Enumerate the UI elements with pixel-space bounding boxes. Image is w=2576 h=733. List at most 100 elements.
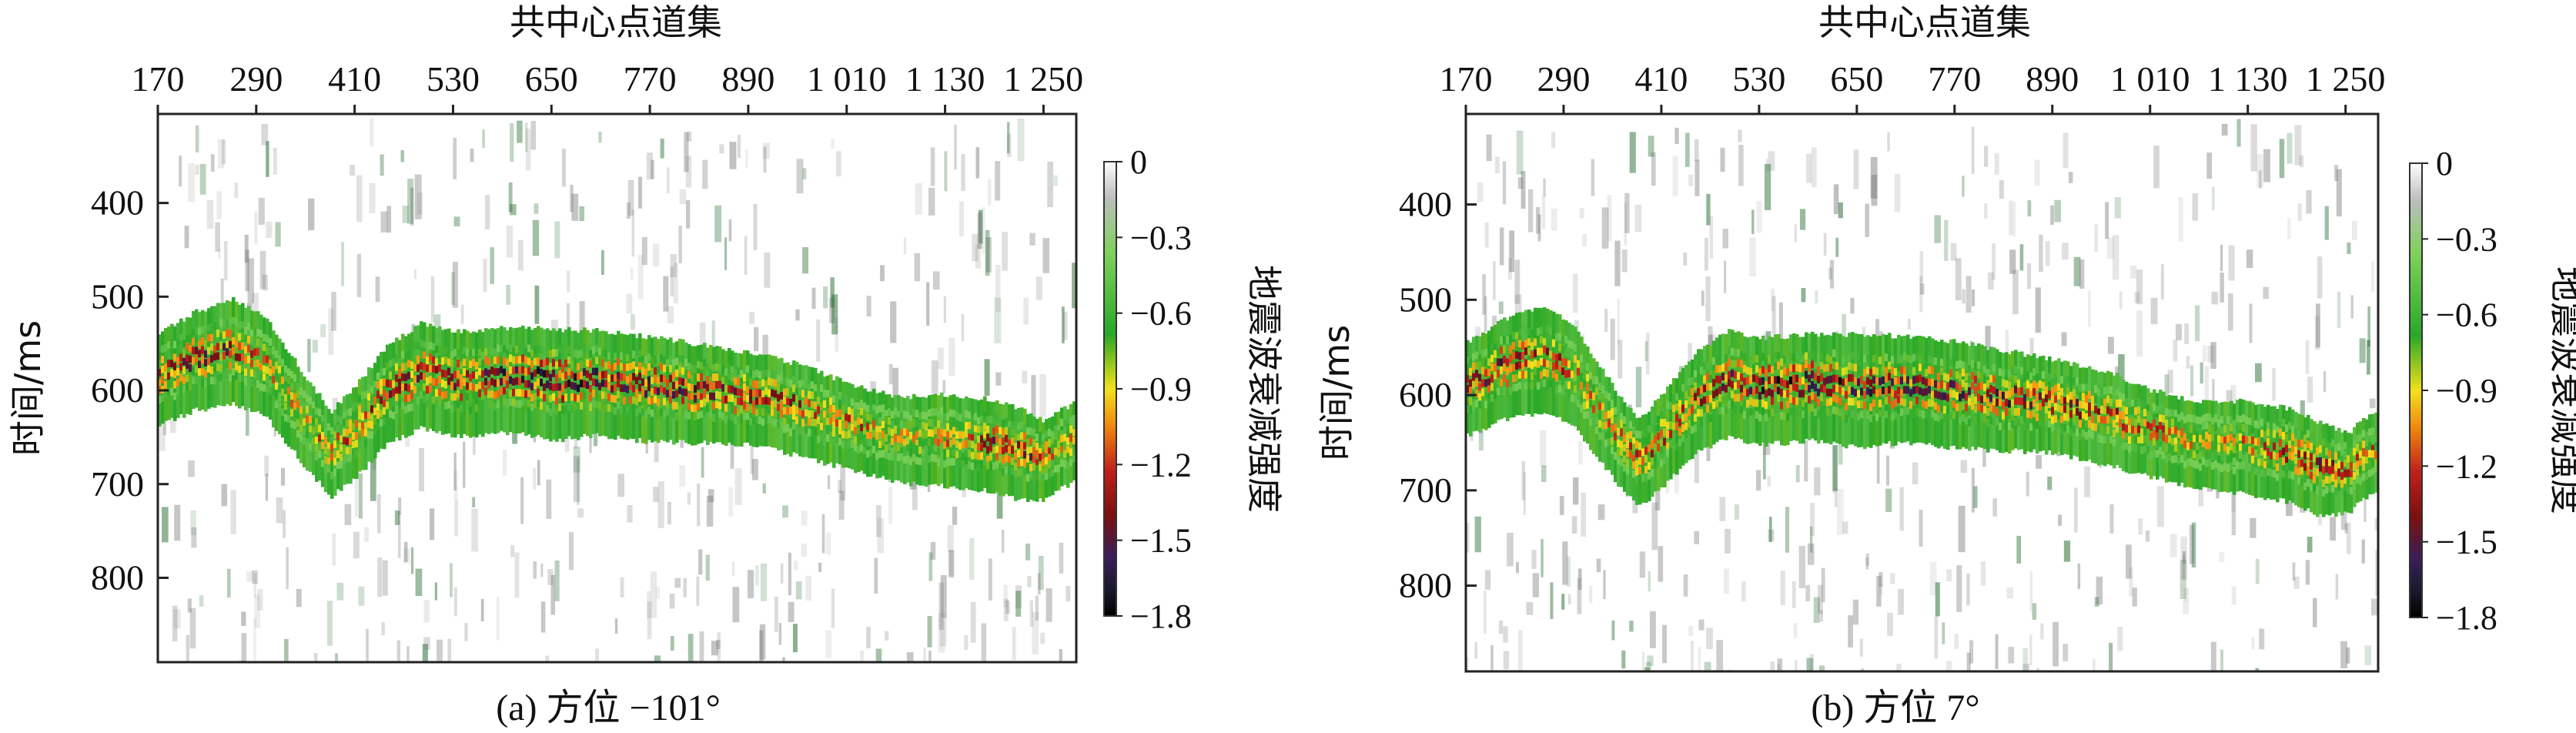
panel-a-noise-speck [266,221,273,239]
panel-b-noise-speck [1562,541,1568,585]
panel-a-band-layer [814,391,818,399]
panel-a-band-layer [817,417,821,424]
panel-b-noise-speck [1521,460,1525,500]
panel-a-band-layer [638,394,642,402]
panel-b-band-layer [1666,421,1670,430]
panel-a-band-layer [777,421,781,429]
panel-a-band-layer [925,448,928,457]
panel-b-band-layer [2069,419,2073,427]
panel-a-band-layer [678,377,682,385]
panel-b-band-layer [1826,376,1830,384]
panel-a-noise-speck [276,497,283,524]
panel-a-band-layer [999,427,1002,435]
panel-b-noise-speck [1899,487,1904,531]
panel-b-band-layer [1567,360,1571,369]
panel-a-noise-speck [1017,118,1025,162]
panel-a-band-layer [1017,440,1021,449]
panel-a-colorbar-tick-label: −0.6 [1130,295,1192,333]
panel-a-band-layer [336,461,340,470]
panel-b-band-layer [1765,401,1768,410]
panel-a-band-layer [666,369,670,377]
panel-a-noise-speck [977,213,982,249]
panel-b-noise-speck [1629,132,1636,173]
panel-a-band-layer [176,367,180,376]
panel-b-band-layer [1894,390,1898,399]
panel-b-noise-speck [2178,196,2183,242]
panel-a-band-layer [681,388,685,397]
panel-b-band-layer [1497,348,1500,356]
panel-a-band-layer [647,353,651,361]
panel-a-noise-speck [754,326,759,352]
panel-a-band-layer [835,435,839,443]
panel-a-band-layer [731,406,734,414]
panel-a-band-layer [931,445,935,453]
panel-b-noise-speck [1942,622,1945,644]
panel-a-band-layer [321,421,325,430]
panel-b-band-layer [1515,332,1519,340]
panel-b-band-layer [1872,408,1876,417]
panel-b-noise-speck [1720,147,1725,172]
panel-b-band-layer [1949,369,1953,377]
panel-a-band-layer [497,390,500,398]
panel-b-band-layer [1829,409,1833,417]
panel-a-band-layer [204,380,208,388]
panel-b-noise-speck [2369,398,2376,409]
panel-b-band-layer [2082,400,2086,409]
panel-b-band-layer [1728,370,1731,379]
panel-b-band-layer [1718,353,1722,361]
panel-b-band-layer [1808,364,1812,372]
panel-b-band-layer [1912,410,1916,418]
panel-a-noise-speck [273,147,277,175]
panel-a-noise-speck [210,154,215,172]
panel-a-noise-speck [647,601,652,640]
panel-b-noise-speck [1567,594,1571,604]
panel-a-noise-speck [356,253,362,298]
panel-a-band-layer [1042,452,1045,460]
panel-b-band-layer [1903,352,1907,360]
panel-a-band-layer [1011,457,1015,465]
panel-b-band-layer [1909,355,1913,363]
panel-a-band-layer [595,379,599,387]
panel-b-band-layer [1478,373,1482,382]
panel-a-noise-speck [254,211,258,245]
panel-a-band-layer [487,380,491,389]
panel-a-band-layer [574,403,577,411]
panel-a-band-layer [595,390,599,399]
panel-b-band-layer [1955,382,1959,390]
panel-a-band-layer [891,428,895,437]
panel-a-y-tick-label: 500 [91,276,144,316]
panel-b-band-layer [1638,466,1642,474]
panel-a-band-layer [567,379,571,387]
panel-a-band-layer [417,341,420,350]
panel-a-noise-speck [336,582,344,601]
panel-b-band-layer [1728,392,1731,400]
panel-b-band-layer [2183,451,2187,460]
panel-b-band-layer [2140,435,2144,443]
panel-b-noise-speck [1817,584,1823,614]
panel-b-band-layer [1558,365,1562,373]
panel-b-band-layer [1765,357,1768,366]
panel-a-band-layer [210,377,214,385]
panel-a-band-layer [925,432,928,440]
panel-a-noise-speck [890,301,897,343]
panel-a-band-layer [737,416,741,424]
panel-b-band-layer [1706,395,1710,403]
panel-a-band-layer [995,434,999,443]
panel-a-band-layer [423,395,427,403]
panel-a-band-layer [318,417,322,425]
panel-a-band-layer [1072,414,1076,423]
panel-b-band-layer [1669,430,1673,438]
panel-a-band-layer [1026,447,1030,455]
panel-a-noise-speck [341,242,344,286]
panel-a-noise-speck [573,446,580,473]
panel-b-band-layer [1604,432,1608,440]
panel-a-noise-speck [410,187,414,226]
panel-a-band-layer [721,396,725,404]
panel-b-band-layer [1515,351,1519,360]
panel-b-band-layer [1466,356,1470,364]
panel-a-noise-speck [751,459,758,480]
panel-b-noise-speck [1561,594,1565,610]
panel-b-band-layer [1678,418,1682,427]
panel-a-noise-speck [728,219,732,242]
panel-b-noise-speck [2109,642,2113,671]
